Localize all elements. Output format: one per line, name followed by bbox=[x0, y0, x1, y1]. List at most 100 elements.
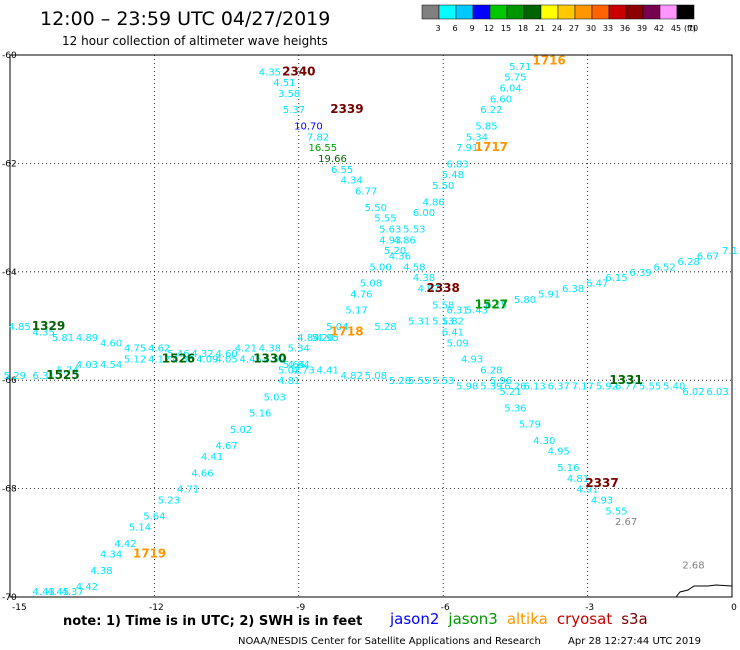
swh-label: 6.15 bbox=[605, 273, 627, 284]
swh-label: 6.31 bbox=[447, 306, 469, 317]
x-tick-label: 0 bbox=[731, 603, 737, 613]
swh-label: 7.82 bbox=[307, 132, 329, 143]
swh-label: 6.13 bbox=[524, 382, 546, 393]
swh-label: 6.37 bbox=[548, 382, 570, 393]
pass-time-label: 1719 bbox=[133, 547, 166, 561]
scale-label: 70 bbox=[688, 24, 698, 33]
scale-label: 24 bbox=[552, 24, 562, 33]
swh-label: 5.50 bbox=[365, 203, 387, 214]
swh-label: 5.55 bbox=[374, 214, 396, 225]
swh-label: 4.75 bbox=[124, 344, 146, 355]
swh-label: 4.73 bbox=[292, 365, 314, 376]
swh-label: 4.35 bbox=[259, 67, 281, 78]
swh-label: 4.91 bbox=[576, 485, 598, 496]
scale-swatch bbox=[506, 4, 525, 20]
satellite-altika: altika bbox=[507, 610, 548, 628]
pass-time-label: 1718 bbox=[330, 324, 363, 338]
x-tick-label: -12 bbox=[149, 603, 164, 613]
swh-label: 5.16 bbox=[249, 409, 271, 420]
satellite-legend: jason2 jason3 altika cryosat s3a bbox=[389, 610, 648, 628]
scale-unit: (ft) bbox=[684, 24, 696, 33]
swh-label: 5.23 bbox=[158, 495, 180, 506]
scale-label: 15 bbox=[501, 24, 511, 33]
swh-label: 4.93 bbox=[379, 235, 401, 246]
swh-label: 5.63 bbox=[379, 224, 401, 235]
swh-label: 7.1 bbox=[722, 246, 738, 257]
swh-label: 4.38 bbox=[90, 566, 112, 577]
swh-label: 5.96 bbox=[490, 376, 512, 387]
swh-label: 7.91 bbox=[456, 143, 478, 154]
pass-time-label: 1716 bbox=[532, 53, 565, 67]
swh-label: 5.17 bbox=[345, 306, 367, 317]
swh-label: 5.37 bbox=[283, 105, 305, 116]
swh-label: 4.37 bbox=[61, 587, 83, 598]
swh-label: 5.04 bbox=[326, 322, 348, 333]
pass-time-label: 1525 bbox=[46, 368, 79, 382]
swh-label: 6.67 bbox=[697, 252, 719, 263]
swh-label: 2.68 bbox=[682, 560, 704, 571]
swh-label: 5.92 bbox=[596, 382, 618, 393]
pass-time-label: 1330 bbox=[253, 352, 286, 366]
swh-label: 10.70 bbox=[294, 121, 323, 132]
swh-label: 5.64 bbox=[283, 360, 305, 371]
scale-swatch bbox=[608, 4, 627, 20]
swh-label: 6.39 bbox=[629, 268, 651, 279]
swh-label: 5.81 bbox=[52, 333, 74, 344]
pass-time-label: 1527 bbox=[475, 297, 508, 311]
swh-label: 6.55 bbox=[331, 165, 353, 176]
pass-time-label: 1526 bbox=[162, 352, 195, 366]
scale-swatch bbox=[591, 4, 610, 20]
note-text: note: 1) Time is in UTC; 2) SWH is in fe… bbox=[63, 614, 362, 629]
swh-label: 4.51 bbox=[273, 78, 295, 89]
satellite-jason2: jason2 bbox=[389, 610, 439, 628]
swh-label: 5.55 bbox=[408, 376, 430, 387]
y-tick-label: -64 bbox=[2, 268, 17, 278]
swh-label: 6.31 bbox=[33, 371, 55, 382]
pass-time-label: 1329 bbox=[32, 319, 65, 333]
swh-label: 5.55 bbox=[639, 382, 661, 393]
swh-label: 3.58 bbox=[278, 89, 300, 100]
swh-label: 5.58 bbox=[432, 300, 454, 311]
x-tick-label: -3 bbox=[585, 603, 594, 613]
swh-label: 5.20 bbox=[312, 333, 334, 344]
scale-label: 33 bbox=[603, 24, 613, 33]
scale-label: 9 bbox=[469, 24, 474, 33]
scale-swatch bbox=[625, 4, 644, 20]
x-tick-label: -15 bbox=[12, 603, 27, 613]
swh-label: 6.38 bbox=[562, 284, 584, 295]
swh-label: 5.91 bbox=[538, 289, 560, 300]
swh-label: 4.76 bbox=[350, 289, 372, 300]
coastline bbox=[675, 584, 733, 598]
swh-label: 5.08 bbox=[365, 371, 387, 382]
y-tick-label: -68 bbox=[2, 485, 17, 495]
scale-label: 42 bbox=[654, 24, 664, 33]
scale-swatch bbox=[489, 4, 508, 20]
swh-label: 6.28 bbox=[678, 257, 700, 268]
swh-label: 4.38 bbox=[259, 344, 281, 355]
swh-label: 5.36 bbox=[504, 403, 526, 414]
x-tick-label: -6 bbox=[441, 603, 450, 613]
swh-label: 5.75 bbox=[504, 73, 526, 84]
swh-label: 5.53 bbox=[403, 224, 425, 235]
satellite-cryosat: cryosat bbox=[557, 610, 612, 628]
swh-label: 5.03 bbox=[264, 392, 286, 403]
swh-label: 5.79 bbox=[519, 420, 541, 431]
scale-swatch bbox=[438, 4, 457, 20]
pass-time-label: 2340 bbox=[282, 64, 315, 78]
swh-label: 5.12 bbox=[124, 355, 146, 366]
swh-label: 4.34 bbox=[100, 550, 122, 561]
swh-label: 4.66 bbox=[191, 468, 213, 479]
swh-label: 4.82 bbox=[341, 371, 363, 382]
swh-label: 5.28 bbox=[374, 322, 396, 333]
swh-label: 4.84 bbox=[297, 333, 319, 344]
swh-label: 5.85 bbox=[475, 121, 497, 132]
scale-swatch bbox=[557, 4, 576, 20]
swh-label: 4.60 bbox=[100, 338, 122, 349]
scale-label: 6 bbox=[452, 24, 457, 33]
swh-label: 6.22 bbox=[480, 105, 502, 116]
swh-label: 5.16 bbox=[557, 463, 579, 474]
scale-swatch bbox=[540, 4, 559, 20]
swh-label: 5.02 bbox=[230, 425, 252, 436]
swh-label: 5.82 bbox=[442, 317, 464, 328]
swh-label: 4.41 bbox=[201, 452, 223, 463]
